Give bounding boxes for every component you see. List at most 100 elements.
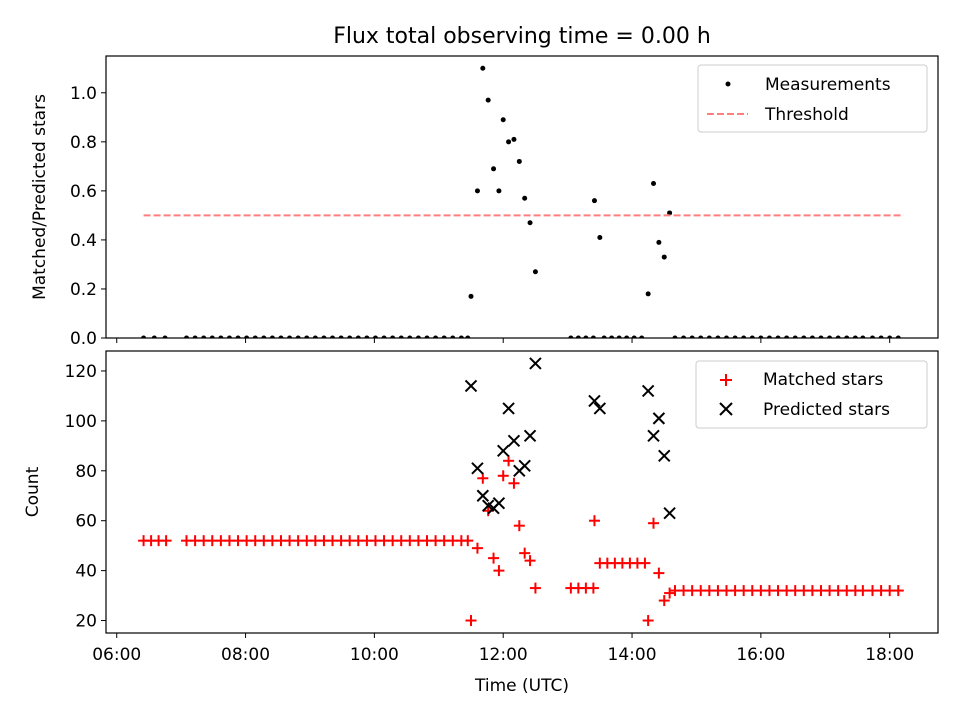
legend-marker-measurements [725, 81, 731, 87]
measurements-point [364, 335, 370, 338]
measurements-point [689, 335, 695, 338]
measurements-point [295, 335, 301, 338]
measurements-point [651, 181, 657, 187]
measurements-point [715, 335, 721, 338]
measurements-point [661, 254, 667, 260]
matched-stars-point [471, 542, 483, 554]
predicted-stars-point [464, 379, 478, 393]
measurements-point [162, 335, 168, 338]
predicted-stars-point [497, 444, 510, 458]
measurements-point [667, 210, 673, 216]
measurements-point [749, 335, 755, 338]
top-axes-frame [105, 55, 939, 339]
measurements-point [347, 335, 353, 338]
matched-stars-point [648, 517, 660, 529]
predicted-stars-point [502, 402, 515, 415]
measurements-point [321, 335, 327, 338]
top-y-tick-label: 0.4 [70, 231, 97, 251]
matched-stars-point [658, 595, 670, 607]
measurements-point [568, 335, 574, 338]
measurements-point [844, 335, 850, 338]
predicted-stars-point [641, 384, 655, 398]
measurements-point [252, 335, 258, 338]
measurements-point [468, 293, 474, 299]
predicted-stars-point [647, 429, 660, 443]
matched-stars-point [892, 585, 904, 597]
bottom-y-tick-label: 80 [75, 462, 97, 482]
x-tick-label: 16:00 [736, 645, 785, 665]
predicted-stars-point [588, 394, 601, 408]
bottom-y-tick-label: 100 [65, 412, 97, 432]
x-tick-label: 12:00 [479, 645, 528, 665]
measurements-point [474, 188, 480, 194]
top-y-tick-label: 0.0 [70, 329, 97, 349]
measurements-point [870, 335, 876, 338]
measurements-point [244, 335, 250, 338]
measurements-point [656, 239, 662, 245]
legend-label-predicted-stars: Predicted stars [763, 400, 890, 420]
legend-label-threshold: Threshold [764, 105, 849, 125]
measurements-point [591, 198, 597, 204]
matched-stars-point [497, 470, 509, 482]
legend-label-measurements: Measurements [765, 75, 891, 95]
measurements-point [809, 335, 815, 338]
predicted-stars-point [652, 412, 666, 425]
predicted-stars-point [471, 462, 484, 475]
measurements-point [818, 335, 824, 338]
matched-stars-point [664, 587, 676, 599]
measurements-point [741, 335, 747, 338]
chart-title: Flux total observing time = 0.00 h [333, 24, 711, 49]
measurements-point [724, 335, 730, 338]
measurements-point [491, 166, 497, 172]
predicted-stars-point [529, 357, 542, 370]
measurements-point [269, 335, 275, 338]
matched-stars-point [465, 615, 477, 627]
matched-stars-point [857, 585, 869, 597]
predicted-stars-point [523, 429, 537, 443]
measurements-point [516, 158, 522, 164]
measurements-point [465, 335, 471, 338]
matched-stars-point [642, 615, 654, 627]
matched-stars-point [488, 552, 500, 564]
top-y-axis-label: Matched/Predicted stars [30, 94, 50, 300]
x-tick-label: 06:00 [92, 645, 141, 665]
top-y-tick-label: 0.6 [70, 182, 97, 202]
measurements-point [381, 335, 387, 338]
matched-stars-point [587, 582, 599, 594]
top-y-tick-label: 0.2 [70, 280, 97, 300]
measurements-point [706, 335, 712, 338]
bottom-y-axis-label: Count [23, 466, 43, 517]
measurements-point [511, 136, 517, 142]
measurements-point [792, 335, 798, 338]
bottom-plot-area [138, 357, 904, 627]
legend-marker-predicted-stars [719, 402, 733, 416]
predicted-stars-point [663, 507, 676, 520]
measurements-point [261, 335, 267, 338]
measurements-point [609, 335, 615, 338]
measurements-point [616, 335, 622, 338]
measurements-point [631, 335, 637, 338]
matched-stars-point [588, 515, 600, 527]
matched-stars-point [493, 565, 505, 577]
measurements-point [835, 335, 841, 338]
measurements-point [527, 220, 533, 226]
measurements-point [878, 335, 884, 338]
measurements-point [235, 335, 241, 338]
measurements-point [775, 335, 781, 338]
predicted-stars-point [507, 434, 521, 448]
matched-stars-point [462, 535, 474, 547]
measurements-point [766, 335, 772, 338]
matched-stars-point [529, 582, 541, 594]
measurements-point [506, 139, 512, 145]
measurements-point [441, 335, 447, 338]
measurements-point [226, 335, 232, 338]
measurements-point [407, 335, 413, 338]
measurements-point [672, 335, 678, 338]
x-tick-label: 18:00 [865, 645, 914, 665]
measurements-point [184, 335, 190, 338]
legend-marker-matched-stars [720, 374, 732, 386]
measurements-point [597, 234, 603, 240]
bottom-legend: Matched stars Predicted stars [695, 360, 928, 429]
measurements-point [639, 335, 645, 338]
matched-stars-point [160, 535, 172, 547]
